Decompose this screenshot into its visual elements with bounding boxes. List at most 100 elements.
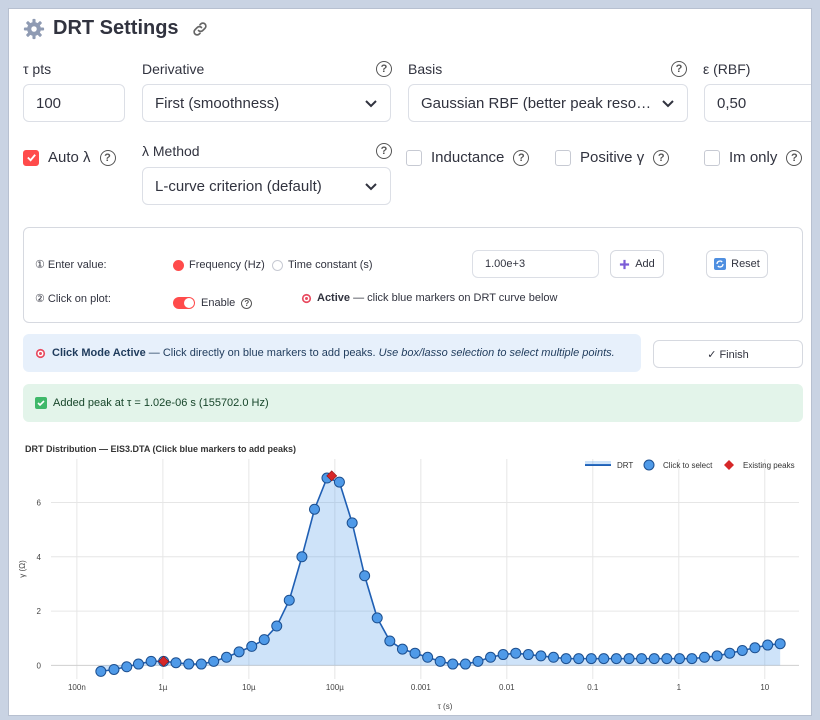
drt-point[interactable] — [283, 594, 295, 606]
drt-point[interactable] — [459, 658, 471, 670]
drt-point[interactable] — [195, 658, 207, 670]
x-tick-label: 0.01 — [499, 683, 515, 692]
radio-frequency[interactable]: Frequency (Hz) — [173, 259, 265, 271]
drt-point[interactable] — [547, 651, 559, 663]
drt-point[interactable] — [686, 653, 698, 665]
basis-help-icon[interactable]: ? — [671, 61, 687, 77]
drt-point[interactable] — [246, 640, 258, 652]
drt-point[interactable] — [472, 655, 484, 667]
basis-value: Gaussian RBF (better peak resolution) — [421, 94, 653, 112]
drt-point[interactable] — [485, 651, 497, 663]
drt-point[interactable] — [170, 657, 182, 669]
drt-point[interactable] — [447, 658, 459, 670]
add-button[interactable]: Add — [610, 250, 664, 278]
y-tick-label: 6 — [37, 498, 42, 507]
drt-chart[interactable]: 100n 1µ 10µ 100µ 0.001 0.01 0.1 1 10 0 2 4 6 τ (s) γ (… — [9, 439, 812, 715]
drt-point[interactable] — [396, 643, 408, 655]
x-tick-label: 100µ — [326, 683, 344, 692]
drt-point[interactable] — [736, 644, 748, 656]
plus-icon — [620, 259, 630, 269]
drt-point[interactable] — [749, 642, 761, 654]
drt-point[interactable] — [309, 503, 321, 515]
drt-point[interactable] — [95, 665, 107, 677]
im-only-help-icon[interactable]: ? — [786, 149, 803, 166]
lambda-method-help-icon[interactable]: ? — [376, 143, 392, 159]
drt-point[interactable] — [271, 620, 283, 632]
tau-pts-input[interactable]: 100 — [23, 84, 125, 122]
lambda-method-select[interactable]: L-curve criterion (default) — [142, 167, 391, 205]
derivative-help-icon[interactable]: ? — [376, 61, 392, 77]
drt-point[interactable] — [522, 649, 534, 661]
drt-point[interactable] — [296, 551, 308, 563]
positive-gamma-help-icon[interactable]: ? — [653, 149, 670, 166]
drt-point[interactable] — [121, 661, 133, 673]
drt-point[interactable] — [698, 651, 710, 663]
drt-point[interactable] — [371, 612, 383, 624]
success-banner: Added peak at τ = 1.02e-06 s (155702.0 H… — [23, 384, 803, 422]
im-only-label: Im only — [729, 149, 778, 166]
drt-point[interactable] — [183, 658, 195, 670]
drt-point[interactable] — [674, 653, 686, 665]
banner-text: — Click directly on blue markers to add … — [145, 347, 379, 359]
drt-point[interactable] — [610, 653, 622, 665]
derivative-select[interactable]: First (smoothness) — [142, 84, 391, 122]
drt-point[interactable] — [409, 647, 421, 659]
positive-gamma-checkbox[interactable] — [555, 149, 571, 166]
drt-point[interactable] — [333, 476, 345, 488]
active-status: Active — click blue markers on DRT curve… — [301, 292, 557, 304]
x-tick-label: 1 — [677, 683, 682, 692]
drt-point[interactable] — [384, 635, 396, 647]
drt-point[interactable] — [711, 650, 723, 662]
epsilon-input[interactable]: 0,50 — [704, 84, 811, 122]
drt-point[interactable] — [208, 655, 220, 667]
enable-toggle-row: Enable ? — [173, 297, 253, 309]
x-tick-label: 0.001 — [411, 683, 432, 692]
target-icon — [301, 293, 312, 303]
inductance-row: Inductance ? — [406, 149, 530, 166]
legend-peak-swatch — [724, 460, 734, 470]
drt-point[interactable] — [648, 653, 660, 665]
drt-point[interactable] — [145, 655, 157, 667]
basis-label: Basis — [408, 61, 443, 77]
inductance-help-icon[interactable]: ? — [513, 149, 530, 166]
enable-help-icon[interactable]: ? — [241, 297, 253, 309]
drt-point[interactable] — [221, 651, 233, 663]
drt-point[interactable] — [636, 653, 648, 665]
reset-button[interactable]: Reset — [706, 250, 768, 278]
drt-point[interactable] — [510, 647, 522, 659]
peak-value-input[interactable]: 1.00e+3 — [472, 250, 599, 278]
link-icon[interactable] — [191, 20, 209, 38]
existing-peak-marker — [158, 655, 170, 667]
im-only-checkbox[interactable] — [704, 149, 720, 166]
enable-toggle[interactable] — [173, 297, 195, 309]
x-tick-label: 1µ — [158, 683, 167, 692]
drt-point[interactable] — [359, 570, 371, 582]
active-label: Active — [317, 292, 351, 304]
target-icon — [35, 348, 46, 358]
drt-point[interactable] — [724, 647, 736, 659]
finish-button[interactable]: ✓ Finish — [653, 340, 803, 368]
basis-select[interactable]: Gaussian RBF (better peak resolution) — [408, 84, 688, 122]
drt-point[interactable] — [422, 651, 434, 663]
drt-point[interactable] — [560, 653, 572, 665]
drt-point[interactable] — [573, 653, 585, 665]
drt-point[interactable] — [132, 658, 144, 670]
drt-point[interactable] — [497, 649, 509, 661]
auto-lambda-help-icon[interactable]: ? — [99, 149, 116, 166]
drt-point[interactable] — [108, 663, 120, 675]
drt-point[interactable] — [346, 517, 358, 529]
drt-point[interactable] — [258, 634, 270, 646]
drt-point[interactable] — [661, 653, 673, 665]
drt-point[interactable] — [434, 655, 446, 667]
drt-point[interactable] — [233, 646, 245, 658]
inductance-checkbox[interactable] — [406, 149, 422, 166]
drt-point[interactable] — [762, 639, 774, 651]
drt-point[interactable] — [774, 638, 786, 650]
drt-point[interactable] — [535, 650, 547, 662]
drt-point[interactable] — [585, 653, 597, 665]
drt-point[interactable] — [623, 653, 635, 665]
auto-lambda-checkbox[interactable] — [23, 149, 39, 166]
drt-point[interactable] — [598, 653, 610, 665]
radio-time-constant[interactable]: Time constant (s) — [272, 259, 373, 271]
y-tick-label: 2 — [37, 607, 42, 616]
